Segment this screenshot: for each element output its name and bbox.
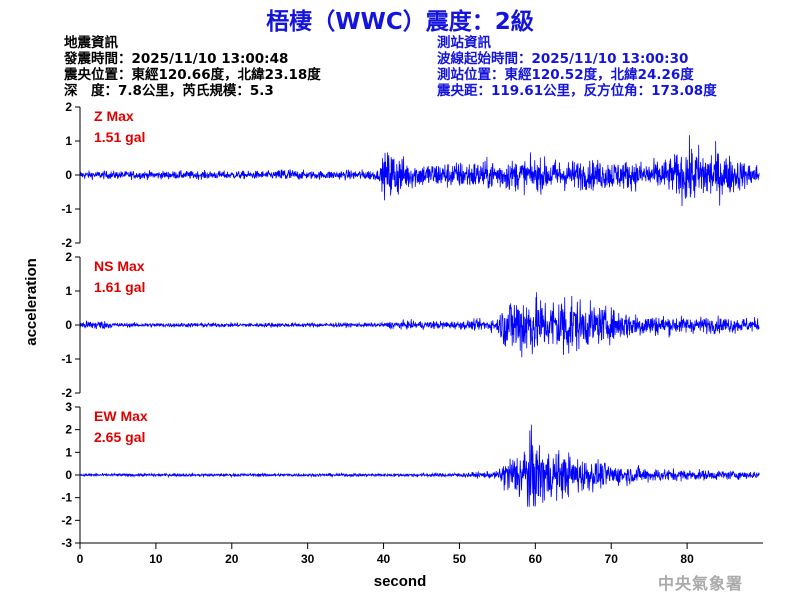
quake-depth-magnitude: 深 度：7.8公里，芮氏規模：5.3 [64,83,274,99]
y-axis-label: acceleration [23,258,40,346]
station-location: 測站位置：東經120.52度，北緯24.26度 [437,67,694,83]
x-tick-label: 30 [301,552,315,566]
waveform-trace-ns [80,292,760,358]
y-tick-label: -2 [61,513,72,527]
x-tick-label: 10 [149,552,163,566]
wave-start-time: 波線起始時間：2025/11/10 13:00:30 [437,51,689,67]
station-info-block: 測站資訊 波線起始時間：2025/11/10 13:00:30 測站位置：東經1… [437,35,717,99]
epicentral-distance: 震央距：119.61公里，反方位角：173.08度 [437,83,717,99]
y-tick-label: 1 [65,445,72,459]
y-tick-label: -3 [61,536,72,550]
quake-info-heading: 地震資訊 [64,35,118,51]
waveform-trace-z [80,135,760,207]
x-tick-label: 0 [77,552,84,566]
y-tick-label: 2 [65,100,72,114]
channel-label-ns: NS Max [94,258,145,274]
channel-max-z: 1.51 gal [94,129,145,145]
y-tick-label: 0 [65,168,72,182]
x-tick-label: 80 [680,552,694,566]
y-tick-label: 3 [65,400,72,414]
x-tick-label: 60 [529,552,543,566]
x-tick-label: 50 [453,552,467,566]
y-tick-label: -1 [61,491,72,505]
panel-z: 2 1 0 -1 -2 Z Max 1.51 gal [61,100,760,250]
quake-origin-time: 發震時間：2025/11/10 13:00:48 [64,51,289,67]
x-tick-label: 20 [225,552,239,566]
quake-info-block: 地震資訊 發震時間：2025/11/10 13:00:48 震央位置：東經120… [64,35,321,99]
waveform-trace-ew [80,424,760,507]
station-info-heading: 測站資訊 [437,35,491,51]
x-tick-label: 70 [605,552,619,566]
y-tick-label: 2 [65,250,72,264]
y-tick-label: 1 [65,284,72,298]
y-tick-label: 0 [65,468,72,482]
chart-title: 梧棲（WWC）震度：2級 [266,9,534,35]
y-tick-label: 2 [65,423,72,437]
x-axis-label: second [374,573,427,590]
y-tick-label: 0 [65,318,72,332]
panel-ew: 3 2 1 0 -1 -2 -3 EW Max 2.65 gal [61,400,760,550]
quake-epicenter: 震央位置：東經120.66度，北緯23.18度 [64,67,321,83]
y-tick-label: 1 [65,134,72,148]
y-tick-label: -1 [61,202,72,216]
x-tick-label: 40 [377,552,391,566]
y-tick-label: -2 [61,386,72,400]
channel-max-ew: 2.65 gal [94,429,145,445]
y-tick-label: -2 [61,236,72,250]
agency-watermark: 中央氣象署 [658,574,744,593]
y-tick-label: -1 [61,352,72,366]
channel-label-z: Z Max [94,108,134,124]
channel-label-ew: EW Max [94,408,148,424]
panel-ns: 2 1 0 -1 -2 NS Max 1.61 gal [61,250,760,400]
channel-max-ns: 1.61 gal [94,279,145,295]
